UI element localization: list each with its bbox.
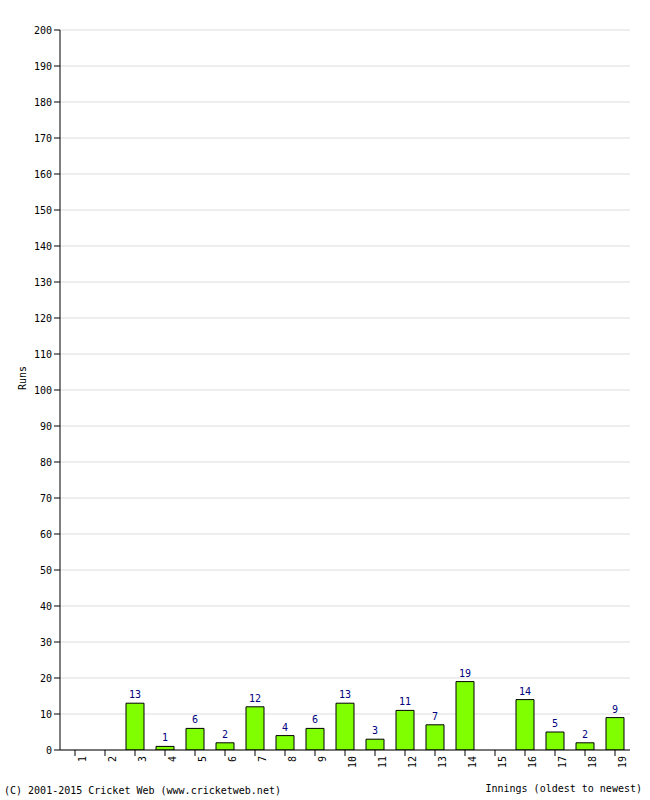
svg-text:120: 120 bbox=[34, 313, 52, 324]
svg-text:4: 4 bbox=[167, 756, 178, 762]
svg-text:2: 2 bbox=[582, 729, 588, 740]
svg-text:30: 30 bbox=[40, 637, 52, 648]
svg-text:5: 5 bbox=[197, 756, 208, 762]
svg-text:10: 10 bbox=[40, 709, 52, 720]
svg-text:12: 12 bbox=[249, 693, 261, 704]
svg-text:40: 40 bbox=[40, 601, 52, 612]
svg-text:200: 200 bbox=[34, 25, 52, 36]
svg-text:18: 18 bbox=[587, 756, 598, 768]
svg-text:12: 12 bbox=[407, 756, 418, 768]
svg-text:Runs: Runs bbox=[17, 366, 28, 390]
svg-text:170: 170 bbox=[34, 133, 52, 144]
svg-text:0: 0 bbox=[46, 745, 52, 756]
svg-text:190: 190 bbox=[34, 61, 52, 72]
svg-text:150: 150 bbox=[34, 205, 52, 216]
svg-text:14: 14 bbox=[467, 756, 478, 768]
svg-text:2: 2 bbox=[107, 756, 118, 762]
svg-text:6: 6 bbox=[192, 714, 198, 725]
svg-text:17: 17 bbox=[557, 756, 568, 768]
svg-text:90: 90 bbox=[40, 421, 52, 432]
svg-text:9: 9 bbox=[612, 704, 618, 715]
svg-text:140: 140 bbox=[34, 241, 52, 252]
svg-text:16: 16 bbox=[527, 756, 538, 768]
svg-text:11: 11 bbox=[399, 696, 411, 707]
svg-text:100: 100 bbox=[34, 385, 52, 396]
svg-text:3: 3 bbox=[372, 725, 378, 736]
svg-text:5: 5 bbox=[552, 718, 558, 729]
svg-text:19: 19 bbox=[459, 668, 471, 679]
svg-text:9: 9 bbox=[317, 756, 328, 762]
svg-text:10: 10 bbox=[347, 756, 358, 768]
svg-text:2: 2 bbox=[222, 729, 228, 740]
svg-text:13: 13 bbox=[339, 689, 351, 700]
svg-text:8: 8 bbox=[287, 756, 298, 762]
svg-text:Innings (oldest to newest): Innings (oldest to newest) bbox=[485, 783, 642, 794]
svg-text:80: 80 bbox=[40, 457, 52, 468]
html-text:(C) 2001-2015 Cricket Web (www: (C) 2001-2015 Cricket Web (www.cricketwe… bbox=[4, 785, 281, 796]
svg-text:60: 60 bbox=[40, 529, 52, 540]
svg-text:3: 3 bbox=[137, 756, 148, 762]
svg-text:13: 13 bbox=[437, 756, 448, 768]
svg-text:160: 160 bbox=[34, 169, 52, 180]
svg-text:70: 70 bbox=[40, 493, 52, 504]
svg-text:110: 110 bbox=[34, 349, 52, 360]
svg-text:19: 19 bbox=[617, 756, 628, 768]
svg-text:130: 130 bbox=[34, 277, 52, 288]
svg-text:7: 7 bbox=[432, 711, 438, 722]
svg-text:11: 11 bbox=[377, 756, 388, 768]
svg-text:14: 14 bbox=[519, 686, 531, 697]
svg-text:1: 1 bbox=[162, 732, 168, 743]
svg-text:1: 1 bbox=[77, 756, 88, 762]
svg-text:15: 15 bbox=[497, 756, 508, 768]
svg-text:6: 6 bbox=[227, 756, 238, 762]
svg-text:13: 13 bbox=[129, 689, 141, 700]
svg-text:50: 50 bbox=[40, 565, 52, 576]
svg-text:6: 6 bbox=[312, 714, 318, 725]
svg-text:180: 180 bbox=[34, 97, 52, 108]
svg-text:7: 7 bbox=[257, 756, 268, 762]
svg-text:20: 20 bbox=[40, 673, 52, 684]
svg-text:4: 4 bbox=[282, 722, 288, 733]
